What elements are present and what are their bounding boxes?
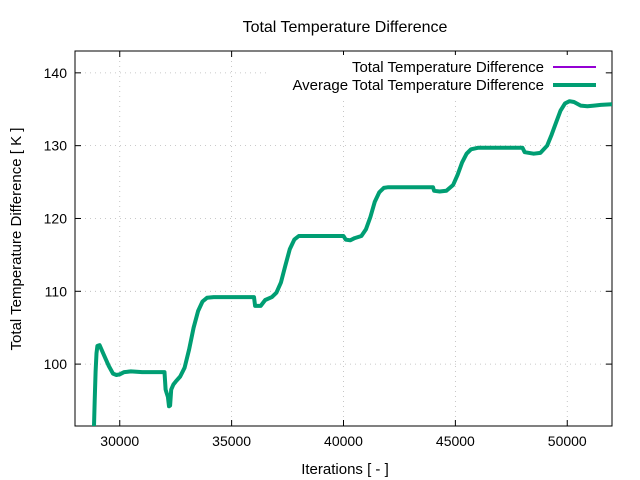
series-line-average — [92, 99, 612, 426]
x-tick-label: 30000 — [100, 433, 139, 449]
series-layer — [92, 99, 612, 426]
y-tick-label: 120 — [44, 210, 68, 226]
legend-label-average: Average Total Temperature Difference — [292, 77, 544, 94]
x-axis: 30000 35000 40000 45000 50000 — [100, 51, 587, 449]
y-axis: 100 110 120 130 140 — [44, 65, 612, 372]
x-tick-label: 45000 — [436, 433, 475, 449]
x-tick-label: 50000 — [548, 433, 587, 449]
y-tick-label: 110 — [45, 283, 68, 299]
legend-background — [270, 55, 604, 97]
y-axis-label: Total Temperature Difference [ K ] — [8, 128, 25, 351]
x-tick-label: 40000 — [324, 433, 363, 449]
x-tick-label: 35000 — [212, 433, 251, 449]
legend: Total Temperature Difference Average Tot… — [270, 55, 604, 97]
chart-title: Total Temperature Difference — [243, 19, 448, 36]
y-tick-label: 100 — [44, 356, 68, 372]
y-tick-label: 140 — [44, 65, 68, 81]
series-line-total — [93, 100, 612, 426]
x-axis-label: Iterations [ - ] — [301, 461, 389, 478]
legend-label-total: Total Temperature Difference — [352, 59, 544, 76]
y-tick-label: 130 — [44, 138, 68, 154]
